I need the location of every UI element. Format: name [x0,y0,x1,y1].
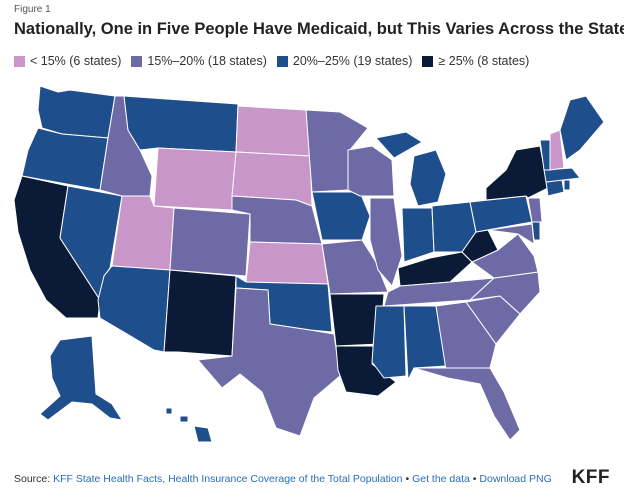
state-new-york[interactable] [485,145,549,201]
state-west-virginia[interactable] [461,229,499,263]
source-footer: Source: KFF State Health Facts, Health I… [14,473,552,485]
legend-item-under-15[interactable]: < 15% (6 states) [14,54,121,68]
state-missouri[interactable] [321,239,389,295]
state-maryland[interactable] [487,223,535,245]
legend-item-25-plus[interactable]: ≥ 25% (8 states) [422,54,529,68]
legend-item-15-20[interactable]: 15%–20% (18 states) [131,54,267,68]
legend-swatch [422,55,434,67]
legend: < 15% (6 states) 15%–20% (18 states) 20%… [14,54,529,68]
legend-label: ≥ 25% (8 states) [438,54,530,68]
state-montana[interactable] [123,95,239,153]
state-rhode-island[interactable] [563,179,571,191]
state-georgia[interactable] [435,301,497,371]
state-north-dakota[interactable] [235,105,311,157]
state-new-jersey[interactable] [527,197,543,223]
state-florida[interactable] [413,367,521,441]
state-wisconsin[interactable] [347,145,395,197]
state-maine[interactable] [559,95,605,161]
footer-separator: • [405,473,410,485]
state-washington[interactable] [37,85,116,139]
legend-label: 20%–25% (19 states) [292,54,413,68]
chart-title: Nationally, One in Five People Have Medi… [14,20,624,38]
legend-swatch [131,55,143,67]
footer-separator: • [472,473,477,485]
state-connecticut[interactable] [545,179,565,197]
state-hawaii[interactable] [165,407,213,443]
state-alaska[interactable] [39,335,123,421]
download-png-link[interactable]: Download PNG [479,473,552,485]
figure-label: Figure 1 [14,4,51,15]
legend-label: 15%–20% (18 states) [147,54,267,68]
state-kansas[interactable] [245,241,329,285]
state-mississippi[interactable] [371,305,407,379]
source-prefix: Source: [14,473,51,485]
state-colorado[interactable] [169,207,251,277]
state-arizona[interactable] [97,265,171,353]
state-indiana[interactable] [401,207,435,263]
legend-swatch [14,55,25,67]
get-data-link[interactable]: Get the data [412,473,470,485]
state-new-hampshire[interactable] [549,129,565,171]
legend-label: < 15% (6 states) [30,54,122,68]
state-iowa[interactable] [311,191,371,241]
state-alabama[interactable] [403,305,447,381]
state-illinois[interactable] [369,197,403,287]
state-wyoming[interactable] [153,147,237,211]
us-choropleth-map [13,85,605,443]
state-texas[interactable] [197,287,341,437]
state-michigan[interactable] [375,131,447,207]
legend-swatch [276,55,288,67]
legend-item-20-25[interactable]: 20%–25% (19 states) [276,54,413,68]
source-link[interactable]: KFF State Health Facts, Health Insurance… [53,473,403,485]
kff-logo[interactable]: KFF [571,467,610,488]
state-delaware[interactable] [531,221,541,241]
state-utah[interactable] [111,195,175,271]
state-new-mexico[interactable] [163,269,237,357]
